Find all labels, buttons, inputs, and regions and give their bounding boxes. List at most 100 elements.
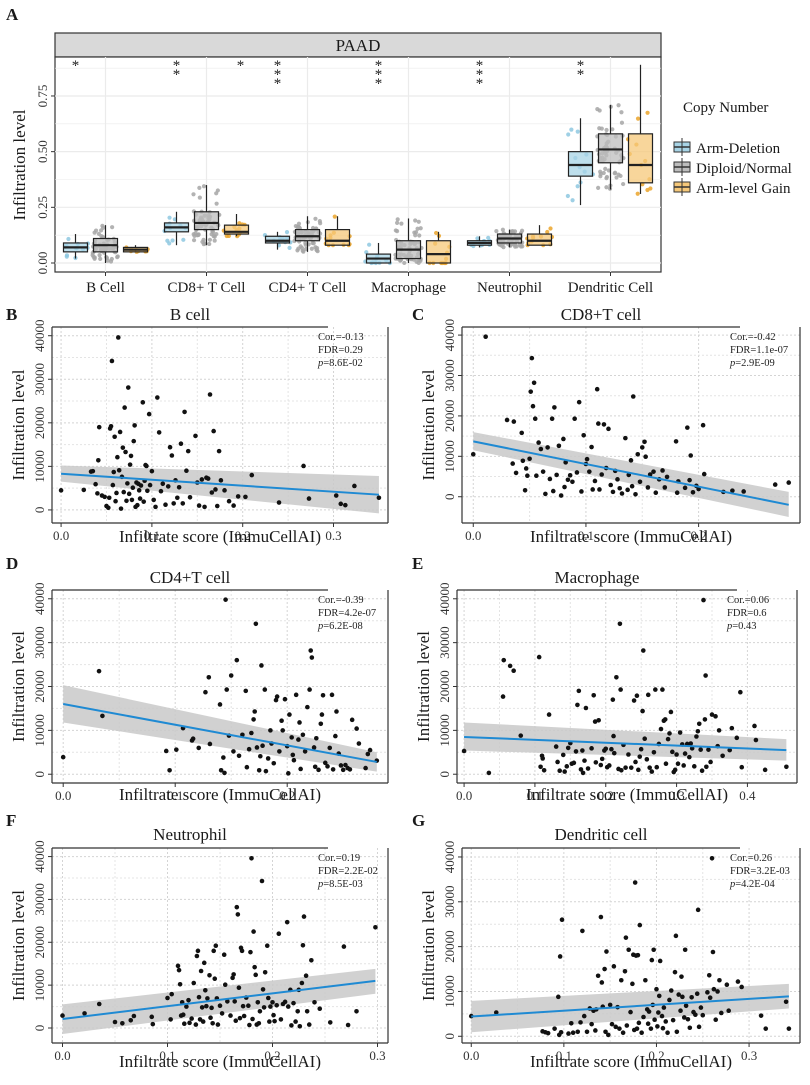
x-tick-label: 0.2 xyxy=(264,1048,280,1063)
x-axis-title: Infiltrate score (ImmuCellAI) xyxy=(119,785,321,804)
data-point xyxy=(649,957,655,963)
data-point xyxy=(762,767,768,773)
panel-e-scatter: E Macrophage Cor.=0.06 FDR=0.6 p=0.43 0.0 0.1 0… xyxy=(412,554,798,804)
data-point xyxy=(564,764,570,769)
data-point xyxy=(175,963,181,969)
data-point xyxy=(266,995,271,1001)
stat-fdr: FDR=3.2E-03 xyxy=(730,866,790,877)
jitter-point xyxy=(413,218,418,223)
data-point xyxy=(218,478,224,483)
data-point xyxy=(282,999,288,1005)
data-point xyxy=(145,488,150,494)
jitter-point xyxy=(500,227,505,232)
jitter-point xyxy=(226,233,231,239)
data-point xyxy=(698,1005,704,1010)
jitter-point xyxy=(393,228,398,233)
x-tick-label: 0.0 xyxy=(456,788,472,803)
data-point xyxy=(660,687,665,692)
data-point xyxy=(367,747,373,753)
data-point xyxy=(554,472,559,478)
data-point xyxy=(651,749,657,755)
data-point xyxy=(511,419,517,424)
data-point xyxy=(128,1017,134,1023)
legend-entry-diploid-normal[interactable]: Diploid/Normal xyxy=(673,158,792,177)
box-iqr xyxy=(567,151,594,177)
data-point xyxy=(772,482,778,487)
x-tick-label: 0.3 xyxy=(369,1048,385,1063)
data-point xyxy=(672,969,678,975)
jitter-point xyxy=(415,226,420,231)
data-point xyxy=(178,441,184,447)
data-point xyxy=(700,1012,706,1018)
data-point xyxy=(203,987,208,993)
data-point xyxy=(645,1021,651,1027)
panel-g-scatter: G Dendritic cell Cor.=0.26 FDR=3.2E-03 p=4.2… xyxy=(412,811,801,1071)
jitter-point xyxy=(548,226,553,231)
data-point xyxy=(640,708,645,714)
data-point xyxy=(210,1020,215,1026)
data-point xyxy=(638,746,644,752)
data-point xyxy=(301,463,306,469)
data-point xyxy=(587,469,592,474)
x-axis-title: Infiltrate score (ImmuCellAI) xyxy=(119,527,321,546)
box-arm-level-gain-cd8-t-cell xyxy=(221,214,250,239)
panel-letter-c: C xyxy=(412,305,424,324)
data-point xyxy=(685,425,690,430)
data-point xyxy=(231,749,236,754)
significance-star: * xyxy=(375,76,383,92)
data-point xyxy=(180,501,186,506)
jitter-point xyxy=(197,185,202,191)
data-point xyxy=(695,728,701,734)
legend-entry-arm-level-gain[interactable]: Arm-level Gain xyxy=(673,178,791,197)
box-arm-level-gain-b-cell xyxy=(122,245,150,254)
data-point xyxy=(322,760,328,766)
data-point xyxy=(231,503,236,508)
data-point xyxy=(96,457,101,463)
data-point xyxy=(241,1013,247,1019)
data-point xyxy=(268,728,273,733)
jitter-point xyxy=(635,116,641,121)
data-point xyxy=(703,673,708,678)
data-point xyxy=(90,468,96,474)
data-point xyxy=(522,487,528,493)
data-point xyxy=(606,426,611,432)
grid xyxy=(462,848,800,1043)
data-point xyxy=(231,972,236,977)
legend-title: Copy Number xyxy=(683,100,768,116)
jitter-point xyxy=(110,225,115,230)
data-point xyxy=(249,730,254,736)
x-tick-label: 0.0 xyxy=(463,1048,479,1063)
data-point xyxy=(525,473,530,479)
panel-d-scatter: D CD4+T cell Cor.=-0.39 FDR=4.2e-07 p=6.2E-0… xyxy=(6,554,389,804)
data-point xyxy=(345,1022,351,1028)
data-point xyxy=(681,763,686,768)
x-tick-label: 0.2 xyxy=(598,788,614,803)
data-point xyxy=(211,948,216,954)
panel-letter-g: G xyxy=(412,811,425,830)
data-point xyxy=(267,1019,272,1024)
data-point xyxy=(325,764,330,769)
data-point xyxy=(251,717,256,722)
data-point xyxy=(665,736,671,742)
x-tick-label: 0.1 xyxy=(159,1048,175,1063)
legend-entry-arm-deletion[interactable]: Arm-Deletion xyxy=(673,138,781,157)
legend-label-arm-level-gain: Arm-level Gain xyxy=(696,181,791,197)
x-tick-label: Dendritic Cell xyxy=(568,280,653,296)
data-point xyxy=(556,994,561,1000)
data-point xyxy=(611,733,616,739)
data-point xyxy=(311,745,317,750)
data-point xyxy=(729,725,735,731)
data-point xyxy=(96,668,102,674)
stat-p-value: p=2.9E-09 xyxy=(729,358,775,369)
data-point xyxy=(236,985,242,991)
data-point xyxy=(568,1020,574,1026)
data-point xyxy=(217,702,223,707)
data-point xyxy=(546,712,552,717)
data-point xyxy=(641,1014,646,1020)
data-point xyxy=(630,394,636,399)
y-tick-label: 30000 xyxy=(32,363,47,396)
data-point xyxy=(252,709,258,714)
data-point xyxy=(583,705,589,711)
data-point xyxy=(264,943,270,949)
data-point xyxy=(125,385,131,390)
